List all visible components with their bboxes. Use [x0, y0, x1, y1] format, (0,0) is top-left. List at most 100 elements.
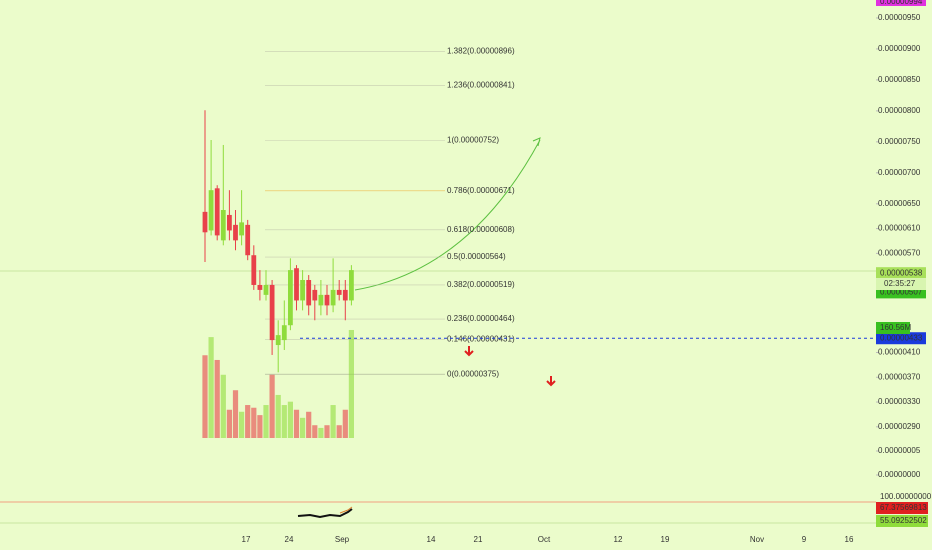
- x-tick-label: 14: [427, 535, 436, 544]
- volume-bar: [287, 401, 293, 438]
- countdown-box: [876, 278, 926, 290]
- x-tick-label: Nov: [750, 535, 764, 544]
- candle-body: [330, 289, 336, 306]
- volume-bar: [318, 427, 324, 438]
- volume-bar: [232, 390, 239, 438]
- volume-bar: [330, 405, 336, 438]
- volume-bar: [300, 417, 306, 438]
- volume-bar: [306, 411, 312, 438]
- top-label: 0.00000994: [880, 0, 923, 6]
- volume-bar: [312, 425, 318, 438]
- candle-body: [306, 280, 312, 306]
- arrow-head: [532, 137, 541, 147]
- fib-label: 1(0.00000752): [447, 136, 499, 145]
- down-arrow: [546, 376, 556, 387]
- y2-tick-label: 0.00000005: [878, 446, 921, 455]
- candle-body: [257, 284, 263, 290]
- price-box: [876, 332, 926, 345]
- candle-body: [300, 280, 305, 301]
- candle-body: [318, 294, 324, 306]
- x-tick-label: 17: [242, 535, 251, 544]
- candle-body: [239, 222, 244, 236]
- candle-body: [251, 255, 257, 285]
- x-tick-label: 12: [614, 535, 623, 544]
- volume-bar: [336, 425, 342, 438]
- y-tick-label: 0.00000370: [878, 372, 921, 381]
- volume-bar: [251, 407, 257, 438]
- volume-bar: [348, 329, 354, 438]
- volume-bar: [275, 394, 281, 438]
- candle-body: [281, 325, 287, 341]
- candle-body: [269, 284, 275, 341]
- fib-label: 1.236(0.00000841): [447, 81, 515, 90]
- volume-bar: [220, 374, 226, 438]
- volume-bar: [257, 415, 263, 438]
- x-tick-label: Sep: [335, 535, 350, 544]
- candle-body: [294, 268, 299, 301]
- x-tick-label: Oct: [538, 535, 551, 544]
- volume-bar: [239, 411, 245, 438]
- indicator-box: [876, 502, 928, 514]
- candle-body: [336, 289, 342, 295]
- price-label: 0.00000538: [880, 268, 923, 277]
- y-tick-label: 0.00000330: [878, 397, 921, 406]
- price-box: [876, 267, 926, 280]
- fib-label: 0.618(0.00000608): [447, 225, 515, 234]
- candle-body: [349, 270, 354, 301]
- candle-body: [245, 224, 251, 256]
- candle-body: [263, 284, 269, 295]
- countdown: 02:35:27: [884, 279, 916, 288]
- indicator-label: 100.00000000: [880, 492, 932, 501]
- volume-bar: [214, 359, 220, 438]
- volume-bar: [269, 374, 275, 438]
- candle-body: [227, 214, 232, 231]
- volume-bar: [202, 355, 208, 438]
- indicator-box: [876, 491, 928, 503]
- candle-body: [202, 211, 208, 233]
- candle-body: [233, 224, 238, 241]
- volume-bar: [281, 405, 287, 438]
- fib-label: 1.382(0.00000896): [447, 47, 515, 56]
- indicator-box: [876, 515, 928, 527]
- projection-arrow: [354, 139, 541, 291]
- volume-bar: [263, 405, 269, 438]
- y2-tick-label: 0.00000000: [878, 470, 921, 479]
- y-tick-label: 0.00000650: [878, 199, 921, 208]
- volume-bar: [342, 409, 348, 438]
- candle-body: [214, 188, 220, 236]
- indicator-label: 55.09252502: [880, 516, 927, 525]
- x-tick-label: 9: [802, 535, 807, 544]
- x-tick-label: 16: [845, 535, 854, 544]
- y-tick-label: 0.00000800: [878, 106, 921, 115]
- y-tick-label: 0.00000700: [878, 168, 921, 177]
- candle-body: [275, 335, 281, 346]
- indicator-line: [297, 508, 353, 519]
- candle-body: [208, 190, 214, 231]
- fib-label: 0.146(0.00000431): [447, 335, 515, 344]
- y-tick-label: 0.00000900: [878, 44, 921, 53]
- y-tick-label: 0.00000610: [878, 224, 921, 233]
- fib-label: 0.5(0.00000564): [447, 252, 506, 261]
- volume-bar: [293, 409, 300, 438]
- volume-bar: [208, 337, 214, 438]
- fib-label: 0.236(0.00000464): [447, 314, 515, 323]
- volume-bar: [226, 409, 232, 438]
- candle-body: [324, 294, 330, 306]
- volume-bar: [324, 425, 330, 438]
- candle-body: [220, 210, 226, 241]
- down-arrow: [464, 346, 474, 357]
- fib-label: 0.382(0.00000519): [447, 280, 515, 289]
- y-tick-label: 0.00000750: [878, 137, 921, 146]
- candle-body: [342, 289, 348, 301]
- volume-label: 160.56M: [880, 323, 911, 332]
- y-tick-label: 0.00000570: [878, 248, 921, 257]
- y-tick-label: 0.00000850: [878, 75, 921, 84]
- price-label: 0.00000433: [880, 333, 923, 342]
- candle-body: [288, 270, 293, 326]
- y-tick-label: 0.00000290: [878, 422, 921, 431]
- volume-bar: [245, 405, 251, 438]
- candle-body: [312, 289, 318, 301]
